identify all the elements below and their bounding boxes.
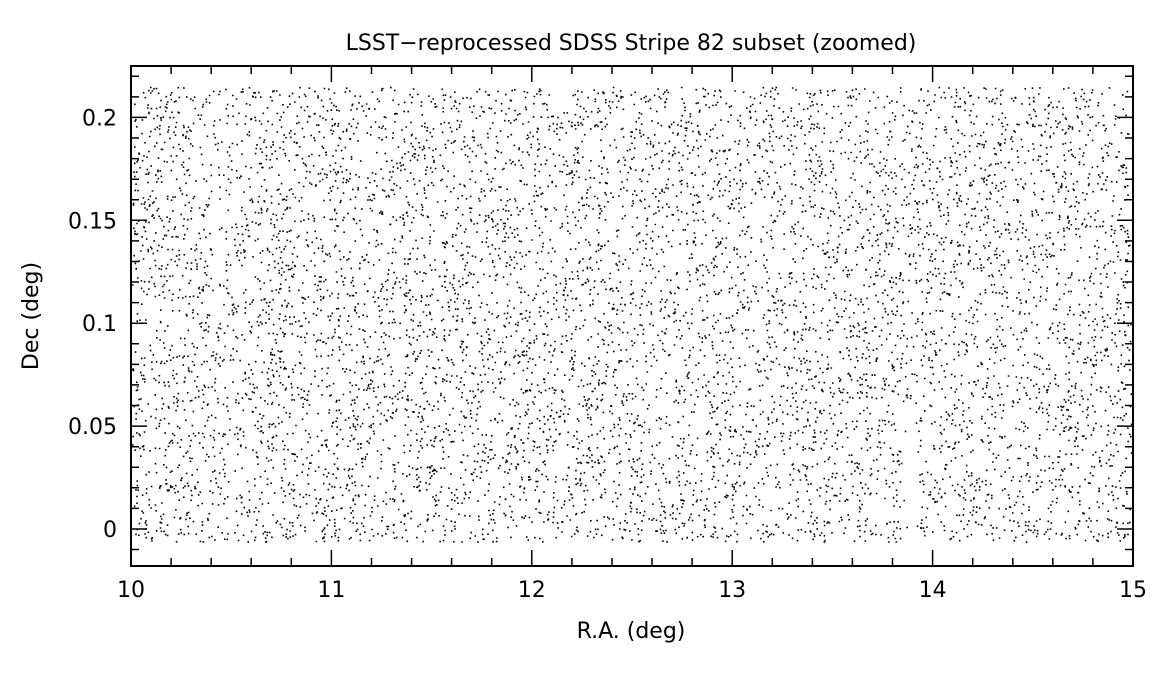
- data-points: [132, 86, 1133, 543]
- x-tick-label: 13: [718, 578, 746, 603]
- axis-ticks: [130, 66, 1134, 566]
- x-tick-label: 12: [518, 578, 546, 603]
- x-tick-labels: 10 11 12 13 14 15: [117, 578, 1147, 603]
- data-point-cloud: [132, 86, 1133, 543]
- x-tick-label: 11: [317, 578, 345, 603]
- x-tick-label: 14: [919, 578, 947, 603]
- y-axis-label: Dec (deg): [19, 262, 44, 370]
- tick-marks: [130, 66, 1134, 566]
- plot-frame: [130, 65, 1134, 567]
- y-tick-label: 0.2: [82, 106, 117, 131]
- chart-title: LSST−reprocessed SDSS Stripe 82 subset (…: [346, 31, 917, 56]
- y-tick-label: 0.05: [68, 415, 117, 440]
- y-tick-label: 0.15: [68, 209, 117, 234]
- x-tick-label: 15: [1119, 578, 1147, 603]
- y-tick-label: 0: [103, 518, 117, 543]
- y-tick-labels: 0 0.05 0.1 0.15 0.2: [68, 106, 117, 543]
- y-tick-label: 0.1: [82, 312, 117, 337]
- x-tick-label: 10: [117, 578, 145, 603]
- x-axis-label: R.A. (deg): [577, 619, 686, 644]
